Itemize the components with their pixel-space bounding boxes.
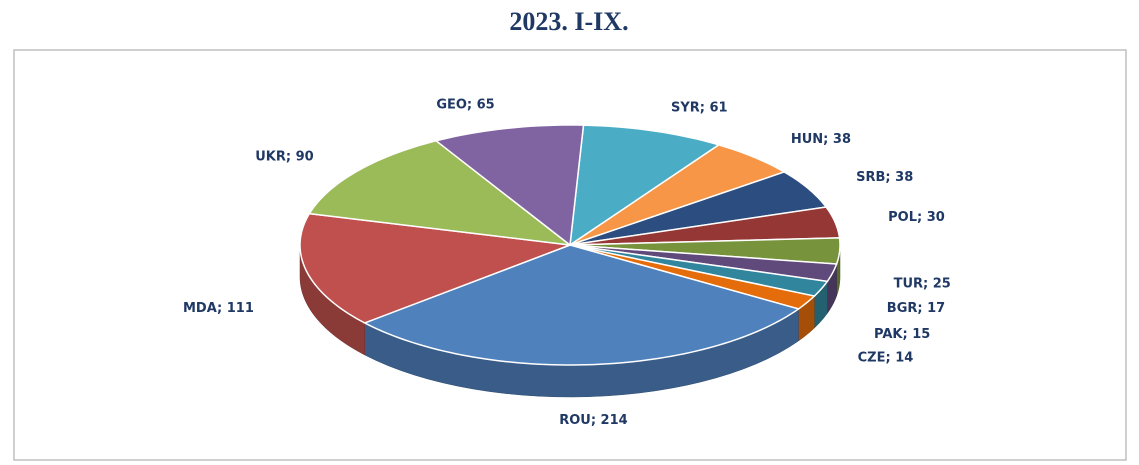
- data-label: ROU; 214: [559, 413, 627, 428]
- data-label: HUN; 38: [791, 132, 851, 147]
- data-label: BGR; 17: [887, 301, 945, 316]
- slice: [569, 144, 787, 246]
- data-label: POL; 30: [888, 210, 945, 225]
- slice: [299, 212, 571, 324]
- slice-tops: [299, 124, 841, 366]
- data-label: MDA; 111: [183, 301, 254, 316]
- data-label: PAK; 15: [874, 327, 930, 342]
- data-label: GEO; 65: [436, 97, 494, 112]
- slice-sides: [299, 244, 841, 398]
- data-label: SRB; 38: [856, 170, 913, 185]
- slice: [362, 244, 801, 366]
- slice: [569, 171, 828, 246]
- data-label: CZE; 14: [858, 351, 914, 366]
- slice: [569, 237, 841, 265]
- chart-title: 2023. I-IX.: [509, 7, 628, 36]
- slice: [308, 139, 573, 247]
- slice: [569, 124, 721, 247]
- slice: [569, 206, 841, 246]
- data-label: SYR; 61: [671, 101, 728, 116]
- data-label: TUR; 25: [894, 277, 951, 292]
- data-label: UKR; 90: [255, 149, 313, 164]
- slice: [434, 124, 585, 247]
